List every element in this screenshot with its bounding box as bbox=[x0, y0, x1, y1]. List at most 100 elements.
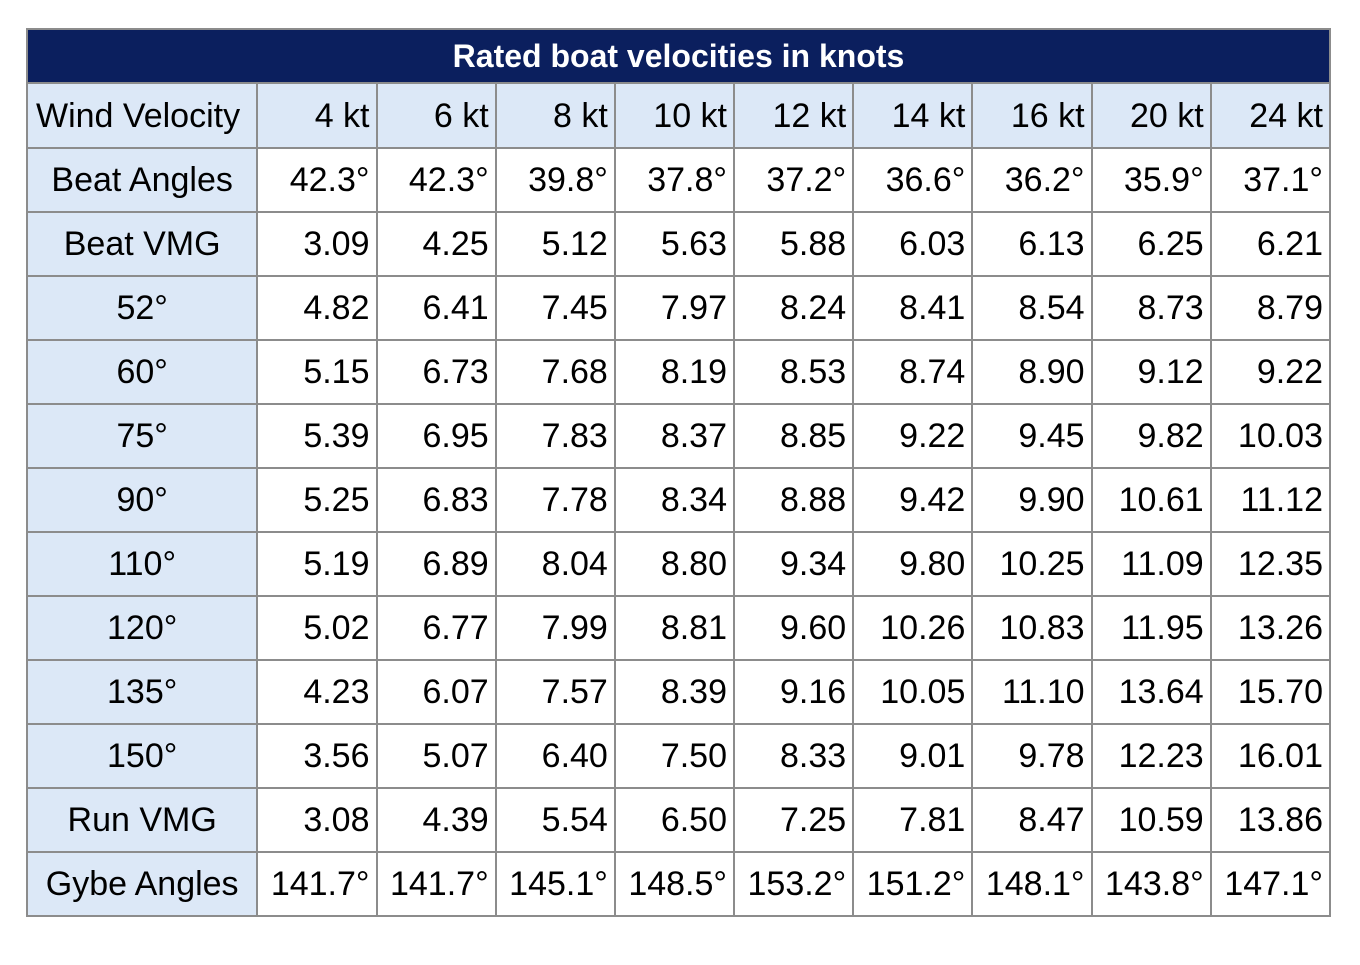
table-cell: 37.8° bbox=[613, 147, 736, 213]
column-header: 16 kt bbox=[971, 82, 1093, 149]
table-cell: 9.01 bbox=[852, 723, 974, 789]
table-cell: 10.59 bbox=[1090, 787, 1212, 853]
table-cell: 8.39 bbox=[613, 659, 736, 725]
table-body: Beat Angles 42.3° 42.3° 39.8° 37.8° 37.2° 36.6… bbox=[25, 147, 1332, 917]
table-cell: 8.24 bbox=[733, 275, 855, 341]
row-header: 90° bbox=[25, 467, 259, 533]
table-cell: 9.22 bbox=[852, 403, 974, 469]
row-header: 150° bbox=[25, 723, 259, 789]
table-cell: 7.57 bbox=[494, 659, 616, 725]
table-cell: 10.26 bbox=[852, 595, 974, 661]
column-header: 20 kt bbox=[1090, 82, 1212, 149]
table-cell: 3.56 bbox=[256, 723, 378, 789]
table-cell: 10.83 bbox=[971, 595, 1093, 661]
table-cell: 8.74 bbox=[852, 339, 974, 405]
column-header: 12 kt bbox=[733, 82, 855, 149]
table-row: Beat VMG 3.09 4.25 5.12 5.63 5.88 6.03 6.13 6.25… bbox=[25, 211, 1332, 277]
row-header: Gybe Angles bbox=[25, 851, 259, 917]
table-cell: 36.6° bbox=[852, 147, 974, 213]
table-cell: 7.50 bbox=[613, 723, 736, 789]
table-cell: 151.2° bbox=[852, 851, 974, 917]
table-cell: 6.40 bbox=[494, 723, 616, 789]
table-cell: 6.07 bbox=[375, 659, 497, 725]
table-cell: 12.35 bbox=[1209, 531, 1332, 597]
table-cell: 5.39 bbox=[256, 403, 378, 469]
table-cell: 8.33 bbox=[733, 723, 855, 789]
table-cell: 3.08 bbox=[256, 787, 378, 853]
table-row: 60° 5.15 6.73 7.68 8.19 8.53 8.74 8.90 9.12 9.22 bbox=[25, 339, 1332, 405]
table-cell: 4.25 bbox=[375, 211, 497, 277]
table-row: 135° 4.23 6.07 7.57 8.39 9.16 10.05 11.10 13.64 1… bbox=[25, 659, 1332, 725]
table-cell: 6.95 bbox=[375, 403, 497, 469]
table-cell: 5.15 bbox=[256, 339, 378, 405]
table-cell: 10.61 bbox=[1090, 467, 1212, 533]
table-row: 52° 4.82 6.41 7.45 7.97 8.24 8.41 8.54 8.73 8.79 bbox=[25, 275, 1332, 341]
table-cell: 9.82 bbox=[1090, 403, 1212, 469]
table-cell: 12.23 bbox=[1090, 723, 1212, 789]
table-cell: 9.22 bbox=[1209, 339, 1332, 405]
table-cell: 7.83 bbox=[494, 403, 616, 469]
column-header: 8 kt bbox=[494, 82, 616, 149]
table-cell: 5.88 bbox=[733, 211, 855, 277]
column-header: 6 kt bbox=[375, 82, 497, 149]
table-cell: 8.19 bbox=[613, 339, 736, 405]
table-cell: 8.79 bbox=[1209, 275, 1332, 341]
table-cell: 42.3° bbox=[256, 147, 378, 213]
table-cell: 9.60 bbox=[733, 595, 855, 661]
table-cell: 9.34 bbox=[733, 531, 855, 597]
column-header: 10 kt bbox=[613, 82, 736, 149]
table-cell: 9.80 bbox=[852, 531, 974, 597]
title-row: Rated boat velocities in knots bbox=[26, 28, 1331, 84]
table-cell: 8.88 bbox=[733, 467, 855, 533]
table-cell: 11.10 bbox=[971, 659, 1093, 725]
table-row: 90° 5.25 6.83 7.78 8.34 8.88 9.42 9.90 10.61 11.1… bbox=[25, 467, 1332, 533]
table-cell: 6.73 bbox=[375, 339, 497, 405]
table-cell: 39.8° bbox=[494, 147, 616, 213]
table-cell: 6.21 bbox=[1209, 211, 1332, 277]
table-cell: 141.7° bbox=[256, 851, 378, 917]
table-cell: 8.73 bbox=[1090, 275, 1212, 341]
table-cell: 5.25 bbox=[256, 467, 378, 533]
velocity-table: Rated boat velocities in knots Wind Velo… bbox=[25, 28, 1332, 917]
table-cell: 7.81 bbox=[852, 787, 974, 853]
table-cell: 6.83 bbox=[375, 467, 497, 533]
table-cell: 37.1° bbox=[1209, 147, 1332, 213]
header-row: Wind Velocity 4 kt 6 kt 8 kt 10 kt 12 kt 14 k… bbox=[25, 82, 1332, 149]
row-header: Beat Angles bbox=[25, 147, 259, 213]
table-cell: 6.89 bbox=[375, 531, 497, 597]
table-cell: 8.53 bbox=[733, 339, 855, 405]
table-cell: 6.25 bbox=[1090, 211, 1212, 277]
table-cell: 11.95 bbox=[1090, 595, 1212, 661]
column-header: 4 kt bbox=[256, 82, 378, 149]
table-cell: 9.78 bbox=[971, 723, 1093, 789]
table-cell: 11.09 bbox=[1090, 531, 1212, 597]
row-header: 110° bbox=[25, 531, 259, 597]
table-cell: 35.9° bbox=[1090, 147, 1212, 213]
table-cell: 7.78 bbox=[494, 467, 616, 533]
table-cell: 5.12 bbox=[494, 211, 616, 277]
table-row: Run VMG 3.08 4.39 5.54 6.50 7.25 7.81 8.47 10.59… bbox=[25, 787, 1332, 853]
table-cell: 9.42 bbox=[852, 467, 974, 533]
table-row: 150° 3.56 5.07 6.40 7.50 8.33 9.01 9.78 12.23 16.… bbox=[25, 723, 1332, 789]
table-cell: 10.03 bbox=[1209, 403, 1332, 469]
table-cell: 143.8° bbox=[1090, 851, 1212, 917]
table-cell: 16.01 bbox=[1209, 723, 1332, 789]
table-cell: 153.2° bbox=[733, 851, 855, 917]
table-cell: 9.45 bbox=[971, 403, 1093, 469]
table-cell: 36.2° bbox=[971, 147, 1093, 213]
row-header: Beat VMG bbox=[25, 211, 259, 277]
table-row: 75° 5.39 6.95 7.83 8.37 8.85 9.22 9.45 9.82 10.03 bbox=[25, 403, 1332, 469]
table-cell: 8.41 bbox=[852, 275, 974, 341]
table-cell: 42.3° bbox=[375, 147, 497, 213]
row-header: Run VMG bbox=[25, 787, 259, 853]
table-cell: 4.23 bbox=[256, 659, 378, 725]
table-cell: 6.13 bbox=[971, 211, 1093, 277]
row-header: 120° bbox=[25, 595, 259, 661]
table-cell: 5.02 bbox=[256, 595, 378, 661]
table-cell: 8.54 bbox=[971, 275, 1093, 341]
row-header: 52° bbox=[25, 275, 259, 341]
table-cell: 8.47 bbox=[971, 787, 1093, 853]
table-cell: 8.80 bbox=[613, 531, 736, 597]
table-cell: 5.54 bbox=[494, 787, 616, 853]
table-cell: 9.12 bbox=[1090, 339, 1212, 405]
